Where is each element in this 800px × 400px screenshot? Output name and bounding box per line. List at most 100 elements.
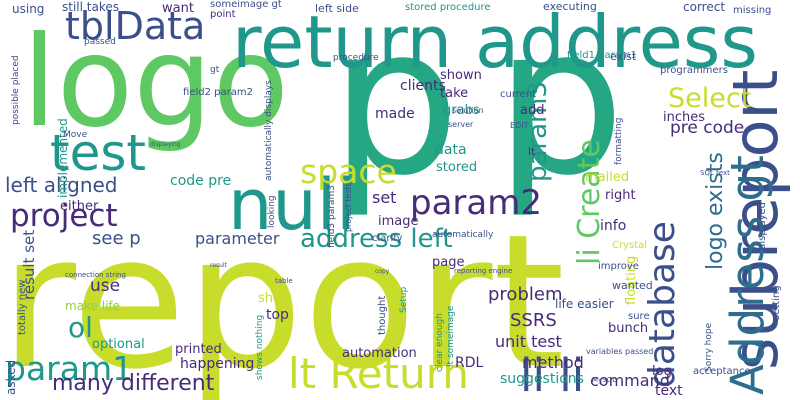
word-reporting-engine: reporting engine	[454, 267, 513, 275]
word-many-different: many different	[52, 371, 215, 396]
word-stored: stored	[436, 160, 478, 175]
word-displayed: displayed	[757, 201, 768, 250]
word-point: point	[210, 9, 236, 20]
word-optional: optional	[92, 337, 145, 352]
word-shown: shown	[440, 68, 482, 83]
word-right: right	[605, 188, 636, 203]
word-either: either	[60, 199, 99, 214]
word-programmers: programmers	[660, 65, 728, 76]
word-asked: asked	[4, 359, 18, 395]
word-data: data	[435, 142, 467, 158]
word-ol: ol	[68, 311, 93, 344]
word-method: method	[522, 353, 584, 372]
word-use: use	[90, 276, 121, 296]
word-copy: copy	[375, 268, 390, 275]
word-command: command	[590, 371, 670, 390]
word-pre-code: pre code	[670, 118, 745, 138]
word-text: text	[655, 383, 683, 399]
word-using: using	[12, 2, 45, 16]
word-crystal: Crystal	[612, 240, 648, 251]
word-still-takes: still takes	[62, 0, 119, 14]
word-param1: param1	[5, 349, 134, 388]
word-li-li: li li	[520, 349, 585, 400]
word-info: info	[600, 218, 627, 234]
word-bunch: bunch	[608, 321, 649, 336]
word-make-life: make life	[65, 299, 121, 313]
word-log: log	[652, 364, 672, 379]
word-looking: looking	[267, 195, 277, 228]
word-mysql: MySQL	[592, 376, 617, 384]
word-sure: sure	[628, 311, 650, 322]
word-address-gt: Address gt	[721, 155, 774, 395]
word-field2-param2: field2 param2	[183, 87, 253, 98]
word-displaying: displaying	[150, 141, 181, 148]
word-current: current	[500, 89, 537, 100]
word-automatically: automatically	[432, 230, 494, 240]
word-take: take	[440, 86, 469, 101]
word-totally-new: totally new	[17, 279, 28, 335]
word-automatically-displays: automatically displays	[264, 80, 274, 181]
word-add: add	[520, 103, 545, 118]
word-page: page	[432, 255, 465, 270]
word-correct: correct	[683, 0, 726, 14]
word-possible-placed: possible placed	[11, 55, 21, 125]
word-shows-nothing: shows nothing	[255, 314, 265, 380]
word-grabs: grabs	[443, 103, 480, 118]
word-lt: lt	[528, 145, 536, 158]
word-want: want	[162, 1, 194, 16]
word-test: test	[50, 124, 147, 182]
word-param2: param2	[410, 183, 542, 223]
word-ssrs: SSRS	[510, 310, 557, 331]
word-database: database	[642, 221, 683, 388]
word-passed: passed	[84, 37, 116, 47]
word-top: top	[266, 307, 289, 323]
word-someimage-gt: someimage gt	[210, 0, 282, 10]
word-sql-text: SQL text	[700, 169, 730, 177]
word-field1-param1: field1 param1	[567, 50, 637, 61]
word-image: image	[378, 214, 419, 229]
word-null: null	[228, 164, 356, 246]
word-missing: missing	[733, 5, 772, 16]
word-made: made	[375, 106, 415, 122]
word-select: Select	[668, 83, 752, 114]
word-sorry-hope: Sorry hope	[704, 322, 714, 372]
word-lt-return: lt Return	[288, 349, 469, 398]
word-left-side: left side	[315, 2, 359, 15]
word-set: set	[372, 188, 397, 207]
word-clients: clients	[400, 78, 446, 94]
word-clarify: clarify	[372, 233, 403, 244]
word-tbldata: tblData	[65, 4, 206, 48]
word-automation: automation	[342, 346, 417, 361]
word-p: p	[330, 0, 461, 221]
word-clear-enough: clear enough	[435, 313, 445, 372]
word-suggestions: suggestions	[500, 371, 584, 387]
word-solution: solution	[452, 106, 484, 115]
word-p: p	[495, 0, 626, 221]
word-stored-procedure: stored procedure	[405, 2, 491, 13]
word-mailed: mailed	[585, 170, 630, 185]
word-report: report	[0, 194, 566, 400]
word-result: result	[210, 262, 227, 269]
word-acceptance: acceptance	[693, 366, 751, 377]
word-logo: logo	[22, 10, 290, 155]
word-executing: executing	[543, 0, 597, 13]
word-left-aligned: left aligned	[5, 173, 118, 197]
word-connection-string: connection string	[65, 271, 126, 279]
word-code-pre: code pre	[170, 173, 232, 189]
word-inches: inches	[663, 110, 706, 125]
word-problem: problem	[488, 284, 563, 305]
word-see-p: see p	[92, 228, 141, 249]
word-project-tests: project tests	[344, 182, 353, 232]
word-formatting: formatting	[614, 117, 624, 165]
word-address-left: address left	[300, 224, 453, 254]
word-space: space	[300, 152, 397, 191]
word-procedure: procedure	[333, 53, 379, 63]
word-server: server	[448, 120, 474, 129]
word-unit-test: unit test	[495, 332, 562, 351]
word-return-address: return address	[232, 0, 758, 84]
word-setting: setting	[771, 285, 782, 320]
word-life-easier: life easier	[555, 297, 614, 311]
word-wanted: wanted	[612, 279, 653, 292]
word-parameter: parameter	[195, 229, 280, 248]
